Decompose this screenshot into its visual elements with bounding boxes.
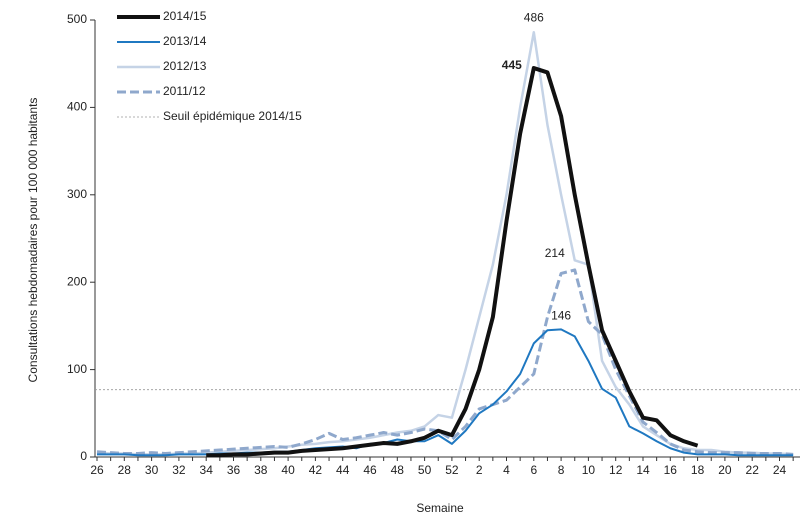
data-label: 146 [551,309,571,323]
x-tick-label: 32 [172,463,186,477]
legend-label: 2011/12 [163,84,206,98]
x-tick-label: 36 [227,463,241,477]
x-tick-label: 42 [309,463,323,477]
series-line [96,268,794,456]
x-tick-label: 52 [445,463,459,477]
y-tick-label: 500 [67,12,87,26]
x-tick-label: 8 [558,463,565,477]
x-tick-label: 40 [281,463,295,477]
x-tick-label: 6 [530,463,537,477]
x-tick-label: 46 [363,463,377,477]
y-tick-label: 400 [67,100,87,114]
x-tick-label: 30 [145,463,159,477]
y-tick-label: 0 [80,449,87,463]
x-tick-label: 22 [746,463,760,477]
x-tick-label: 50 [418,463,432,477]
x-tick-label: 4 [503,463,510,477]
legend-label: Seuil épidémique 2014/15 [163,109,302,123]
x-tick-label: 12 [609,463,623,477]
x-tick-label: 14 [636,463,650,477]
legend-label: 2012/13 [163,59,207,73]
y-tick-label: 100 [67,362,87,376]
x-tick-label: 24 [773,463,787,477]
legend-label: 2013/14 [163,34,207,48]
y-tick-label: 200 [67,274,87,288]
x-tick-label: 10 [582,463,596,477]
x-tick-label: 26 [90,463,104,477]
legend-label: 2014/15 [163,9,207,23]
x-axis-label: Semaine [416,501,464,515]
y-tick-label: 300 [67,187,87,201]
x-tick-label: 18 [691,463,705,477]
series-line [206,66,699,458]
data-label: 445 [502,58,522,72]
x-tick-label: 2 [476,463,483,477]
data-label: 214 [545,246,565,260]
data-label: 486 [524,10,544,24]
x-tick-label: 16 [664,463,678,477]
x-tick-label: 44 [336,463,350,477]
y-axis-label: Consultations hebdomadaires pour 100 000… [26,98,40,383]
x-tick-label: 28 [118,463,132,477]
x-tick-label: 20 [718,463,732,477]
x-tick-label: 48 [391,463,405,477]
x-tick-label: 34 [200,463,214,477]
x-tick-label: 38 [254,463,268,477]
